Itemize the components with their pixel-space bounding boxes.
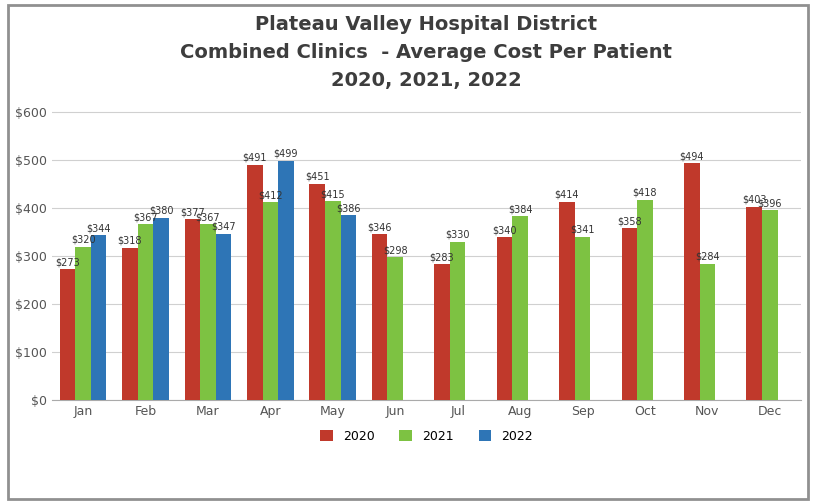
Bar [247, 165, 263, 400]
Bar [325, 201, 340, 400]
Text: $451: $451 [305, 172, 330, 182]
Bar [372, 234, 388, 400]
Bar [200, 224, 215, 400]
Text: $283: $283 [430, 253, 455, 263]
Bar [434, 265, 450, 400]
Bar [699, 264, 715, 400]
Bar [574, 236, 590, 400]
Bar [747, 207, 762, 400]
Bar [762, 210, 778, 400]
Text: $273: $273 [55, 257, 80, 267]
Text: $330: $330 [446, 230, 470, 240]
Bar [497, 237, 512, 400]
Text: $418: $418 [632, 187, 657, 198]
Text: $384: $384 [508, 204, 532, 214]
Bar [122, 247, 138, 400]
Text: $414: $414 [555, 190, 579, 200]
Bar [184, 219, 200, 400]
Bar [340, 215, 357, 400]
Text: $491: $491 [242, 153, 267, 163]
Bar [60, 269, 75, 400]
Text: $377: $377 [180, 207, 205, 217]
Bar [153, 218, 169, 400]
Text: $412: $412 [258, 191, 282, 201]
Title: Plateau Valley Hospital District
Combined Clinics  - Average Cost Per Patient
20: Plateau Valley Hospital District Combine… [180, 15, 672, 90]
Text: $367: $367 [196, 212, 220, 222]
Legend: 2020, 2021, 2022: 2020, 2021, 2022 [315, 424, 538, 448]
Text: $403: $403 [742, 195, 766, 205]
Text: $415: $415 [321, 189, 345, 199]
Bar [91, 235, 106, 400]
Text: $318: $318 [118, 236, 142, 245]
Text: $298: $298 [383, 245, 407, 255]
Text: $341: $341 [570, 225, 595, 235]
Bar [263, 203, 278, 400]
Text: $320: $320 [71, 235, 95, 245]
Text: $386: $386 [336, 203, 361, 213]
Bar [138, 224, 153, 400]
Text: $340: $340 [492, 225, 517, 235]
Text: $499: $499 [273, 149, 298, 159]
Bar [684, 163, 699, 400]
Text: $346: $346 [367, 222, 392, 232]
Bar [75, 246, 91, 400]
Bar [559, 202, 574, 400]
Bar [215, 234, 232, 400]
Text: $396: $396 [757, 198, 782, 208]
Text: $347: $347 [211, 222, 236, 232]
Bar [512, 216, 528, 400]
Bar [637, 200, 653, 400]
Text: $344: $344 [86, 223, 111, 233]
Bar [278, 161, 294, 400]
Bar [388, 257, 403, 400]
Bar [309, 184, 325, 400]
Text: $494: $494 [680, 151, 704, 161]
Text: $380: $380 [149, 206, 173, 216]
Text: $284: $284 [695, 252, 720, 262]
Text: $367: $367 [133, 212, 157, 222]
Bar [450, 242, 465, 400]
Bar [622, 228, 637, 400]
Text: $358: $358 [617, 217, 641, 226]
